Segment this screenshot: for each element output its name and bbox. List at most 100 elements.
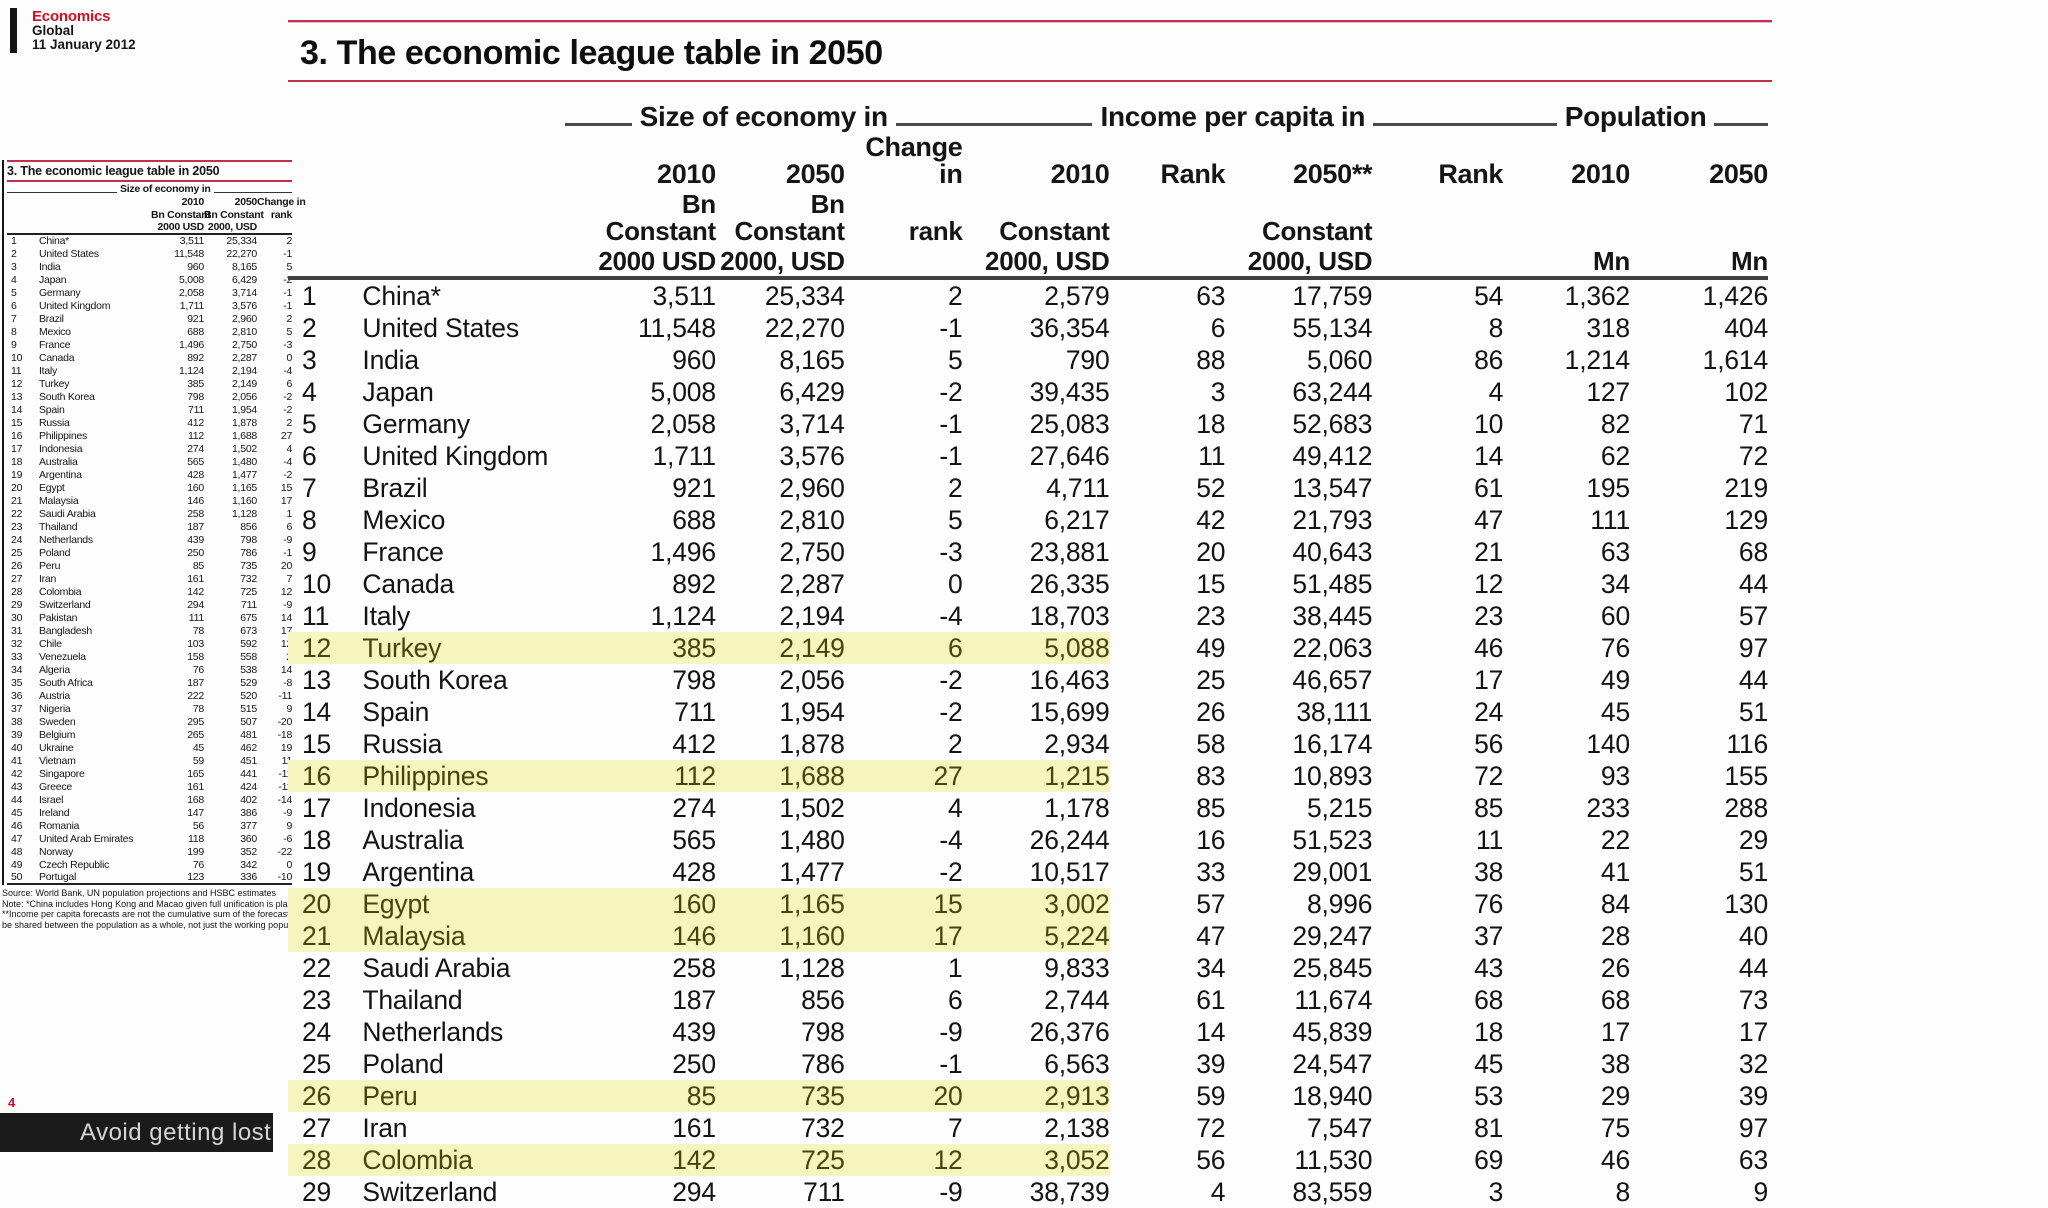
cell-income-2010: 9,833 [1044,953,1110,983]
cell-2050: 402 [240,793,257,806]
cell-pop-2010: 111 [1590,505,1630,535]
cell-country: Romania [39,819,80,832]
cell-income-2010: 26,335 [1029,569,1110,599]
cell-income-rank-2050: 21 [1474,537,1504,567]
table-row: 24 Netherlands 439 798 -9 [7,533,292,546]
table-row: 22 Saudi Arabia 258 1,128 1 [7,507,292,520]
cell-country: Spain [362,697,430,727]
table-row: 25 Poland 250 786 -1 6,563 39 24,547 45 … [288,1048,1768,1080]
cell-pop-2050: 29 [1738,825,1768,855]
cell-change: 15 [280,481,293,494]
cell-income-rank-2010: 58 [1196,729,1226,759]
cell-change: -8 [283,676,293,689]
group-header-income: Income per capita in [962,96,1504,132]
cell-change-in-rank: -2 [939,665,963,695]
footnote-line: be shared between the population as a wh… [2,919,290,930]
cell-country: Malaysia [39,494,79,507]
cell-2010: 892 [187,351,204,364]
cell-gdp-2010: 385 [564,632,716,664]
col-unit-2010: Bn Constant [151,208,211,221]
table-row: 12 Turkey 385 2,149 6 [7,377,292,390]
cell-rank: 1 [302,281,317,311]
cell-2050: 3,714 [231,286,257,299]
cell-rank: 3 [11,260,17,273]
table-row: 6 United Kingdom 1,711 3,576 -1 27,646 1… [288,440,1768,472]
cell-2010: 158 [187,650,204,663]
group-header-economy: Size of economy in [7,182,293,195]
col-unit-gdp-2010: Bn Constant [605,189,717,246]
cell-2050: 538 [240,663,257,676]
group-label: Size of economy in [639,101,889,132]
cell-country: Czech Republic [39,858,110,871]
cell-country: Switzerland [362,1177,498,1207]
table-row: 43 Greece 161 424 -11 [7,780,292,793]
cell-income-2010: 23,881 [1029,537,1110,567]
cell-rank: 41 [11,754,23,767]
cell-change-in-rank: -4 [939,825,963,855]
cell-income-2010: 27,646 [1029,441,1110,471]
cell-country: Netherlands [362,1017,504,1047]
cell-pop-2010: 82 [1600,409,1630,439]
table-row: 13 South Korea 798 2,056 -2 16,463 25 46… [288,664,1768,696]
cell-change: 4 [286,442,293,455]
cell-2050: 798 [240,533,257,546]
thumbnail-body: 3. The economic league table in 2050 Siz… [2,160,306,885]
col-unit2-2050: 2000, USD [207,221,257,233]
cell-gdp-2010: 274 [672,793,716,823]
cell-rank: 22 [302,953,332,983]
cell-rank: 28 [288,1144,349,1176]
cell-2010: 295 [187,715,204,728]
cell-income-rank-2010: 56 [1196,1145,1226,1175]
cell-rank: 20 [288,888,349,920]
cell-income-rank-2010: 83 [1196,761,1226,791]
cell-income-rank-2050: 18 [1474,1017,1504,1047]
table-footnotes: Source: World Bank, UN population projec… [2,888,290,930]
cell-rank: 13 [11,390,23,403]
cell-income-2050: 11,530 [1294,1145,1373,1175]
cell-income-rank-2010: 4 [1210,1177,1226,1207]
cell-pop-2010: 1,362 [1564,281,1631,311]
table-row: 15 Russia 412 1,878 2 [7,416,292,429]
cell-change: 14 [280,611,293,624]
cell-change: -6 [283,832,293,845]
cell-2050: 462 [240,741,257,754]
table-row: 29 Switzerland 294 711 -9 [7,598,292,611]
cell-country: Austria [39,689,70,702]
cell-rank: 7 [11,312,17,325]
cell-country: Mexico [362,505,446,535]
cell-change: 19 [280,741,293,754]
cell-pop-2050: 288 [1724,793,1768,823]
table-row: 9 France 1,496 2,750 -3 23,881 20 40,643… [288,536,1768,568]
cell-2010: 412 [187,416,204,429]
cell-income-2050: 18,940 [1292,1081,1373,1111]
cell-income-2050: 16,174 [1292,729,1373,759]
cell-country: Brazil [39,312,64,325]
col-unit-change: rank [270,208,293,221]
cell-rank: 21 [288,920,349,952]
table-row: 14 Spain 711 1,954 -2 [7,403,292,416]
cell-rank: 11 [11,364,22,377]
table-row: 46 Romania 56 377 9 [7,819,292,832]
cell-2010: 187 [187,676,204,689]
page-thumbnail[interactable]: 3. The economic league table in 2050 Siz… [2,160,306,930]
cell-income-2050: 55,134 [1292,313,1373,343]
cell-rank: 6 [11,299,17,312]
cell-gdp-2010: 258 [672,953,716,983]
cell-2010: 258 [187,507,204,520]
cell-rank: 2 [11,247,17,260]
cell-income-rank-2050: 47 [1474,505,1504,535]
cell-income-rank-2050: 85 [1474,793,1504,823]
cell-2050: 360 [240,832,257,845]
cell-country: Chile [39,637,62,650]
cell-income-rank-2050: 81 [1474,1113,1504,1143]
cell-2050: 424 [240,780,257,793]
cell-change-in-rank: 1 [947,953,963,983]
cell-2050: 6,429 [231,273,257,286]
cell-2010: 59 [192,754,204,767]
cell-pop-2010: 127 [1586,377,1630,407]
cell-income-rank-2050: 14 [1474,441,1504,471]
cell-2050: 520 [240,689,257,702]
cell-income-2050: 22,063 [1292,633,1373,663]
cell-income-2010: 15,699 [1029,697,1110,727]
cell-pop-2050: 44 [1738,953,1768,983]
